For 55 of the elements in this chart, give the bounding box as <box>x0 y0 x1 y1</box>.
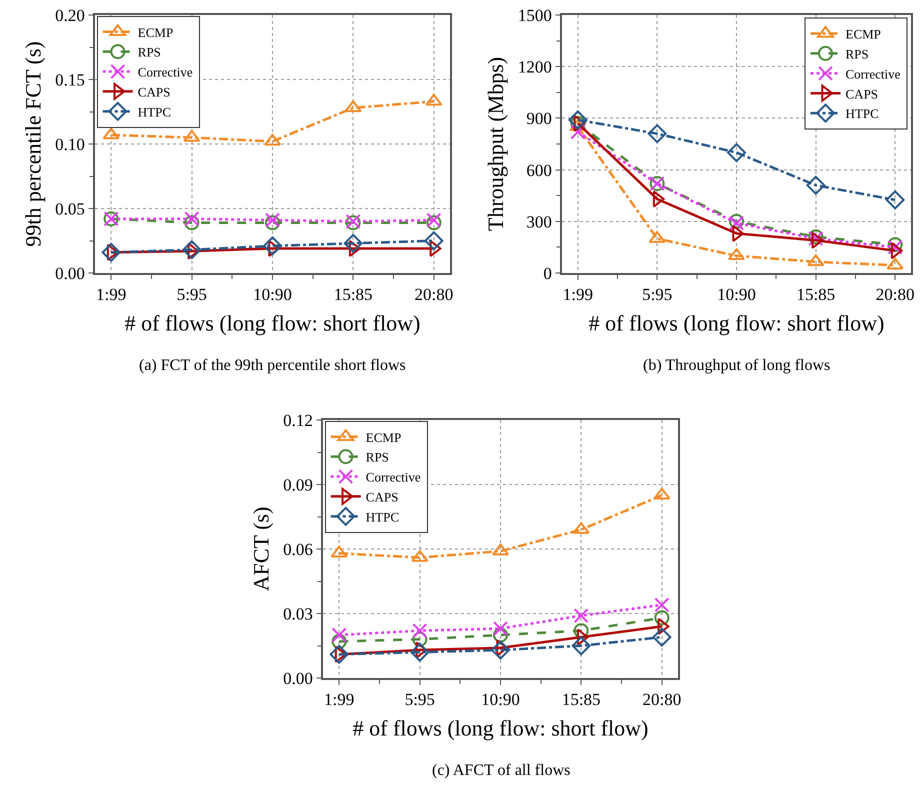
y-tick-label: 1500 <box>518 6 552 25</box>
y-tick-label: 0.05 <box>55 199 85 218</box>
x-tick-label: 20:80 <box>642 690 682 710</box>
y-tick-label: 0.10 <box>55 134 85 154</box>
x-axis-title: # of flows (long flow: short flow) <box>352 716 648 741</box>
x-tick-label: 10:90 <box>253 285 292 304</box>
y-axis-title: Throughput (Mbps) <box>483 56 508 232</box>
legend-label: CAPS <box>138 84 170 100</box>
legend-label: RPS <box>138 44 161 60</box>
legend-label: Corrective <box>366 470 421 485</box>
legend-label: RPS <box>846 46 869 62</box>
x-tick-label: 5:95 <box>404 690 435 710</box>
y-tick-label: 300 <box>526 212 552 232</box>
y-tick-label: 0.06 <box>283 540 313 559</box>
legend-label: HTPC <box>846 106 879 122</box>
legend-label: ECMP <box>138 24 174 40</box>
y-tick-label: 900 <box>526 109 552 128</box>
x-tick-label: 1:99 <box>96 285 126 304</box>
y-tick-label: 0.03 <box>283 604 313 624</box>
x-tick-label: 5:95 <box>176 285 207 304</box>
x-tick-label: 20:80 <box>414 285 454 304</box>
x-tick-label: 1:99 <box>562 285 593 304</box>
y-tick-label: 0.12 <box>283 410 313 430</box>
legend-label: ECMP <box>366 430 402 445</box>
y-tick-label: 0 <box>543 264 552 283</box>
legend-label: RPS <box>366 450 389 465</box>
legend-label: HTPC <box>138 104 172 120</box>
legend-label: CAPS <box>846 86 878 102</box>
x-tick-label: 20:80 <box>876 285 915 304</box>
y-tick-label: 0.00 <box>283 668 313 688</box>
legend-label: ECMP <box>846 26 881 42</box>
legend-label: HTPC <box>366 509 400 524</box>
y-tick-label: 600 <box>526 160 552 180</box>
legend-label: CAPS <box>366 489 398 504</box>
x-tick-label: 15:85 <box>796 285 836 304</box>
y-tick-label: 1200 <box>518 58 552 77</box>
y-tick-label: 0.00 <box>55 264 85 283</box>
x-tick-label: 15:85 <box>334 285 373 304</box>
text: (c) AFCT of all flows <box>432 762 570 779</box>
y-axis-title: AFCT (s) <box>248 506 274 592</box>
x-tick-label: 5:95 <box>642 285 672 304</box>
legend-label: Corrective <box>846 66 901 82</box>
x-tick-label: 1:99 <box>324 690 354 710</box>
legend-label: Corrective <box>138 64 193 80</box>
text: (b) Throughput of long flows <box>643 357 830 374</box>
y-axis-title: 99th percentile FCT (s) <box>20 41 46 247</box>
y-tick-label: 0.20 <box>55 6 85 25</box>
x-axis-title: # of flows (long flow: short flow) <box>588 310 884 336</box>
x-tick-label: 15:85 <box>562 690 601 710</box>
y-tick-label: 0.15 <box>55 70 85 90</box>
y-tick-label: 0.09 <box>283 475 313 494</box>
x-tick-label: 10:90 <box>717 285 756 304</box>
text: (a) FCT of the 99th percentile short flows <box>139 357 406 374</box>
x-axis-title: # of flows (long flow: short flow) <box>124 310 420 336</box>
x-tick-label: 10:90 <box>481 690 520 710</box>
